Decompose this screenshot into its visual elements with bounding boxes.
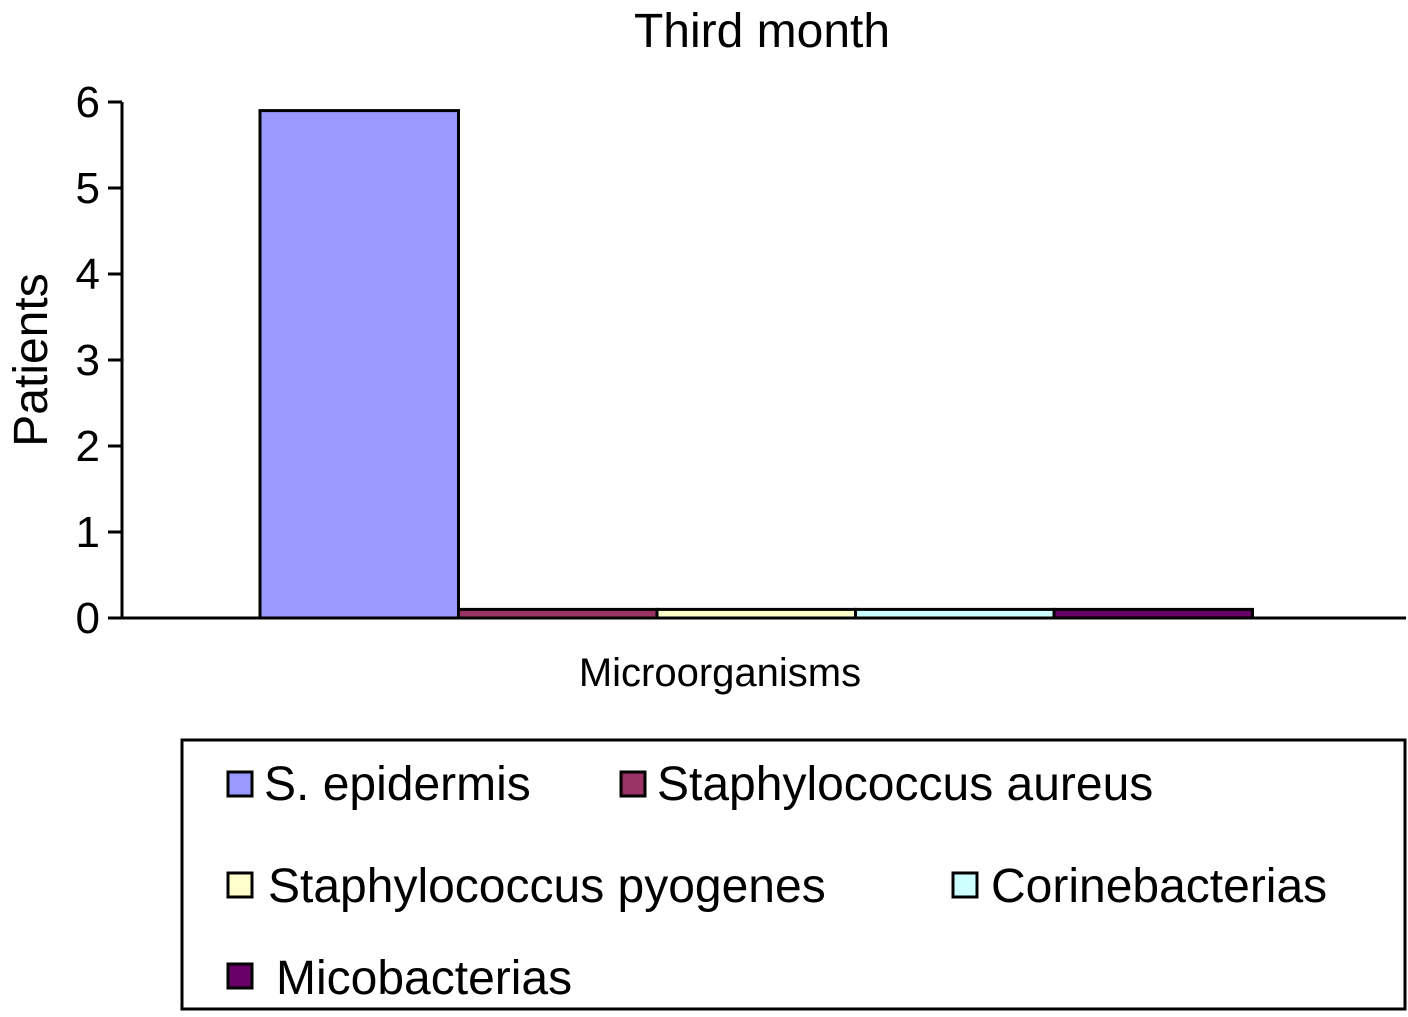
y-axis-ticks: 0 1 2 3 4 5 6 <box>76 78 122 643</box>
chart-title: Third month <box>634 5 890 58</box>
legend-label-5: Micobacterias <box>276 952 572 1005</box>
y-tick-label: 4 <box>76 250 100 299</box>
y-axis-label: Patients <box>5 273 58 446</box>
legend-swatch-5 <box>226 962 254 990</box>
y-tick-label: 5 <box>76 164 100 213</box>
legend-label-2: Staphylococcus aureus <box>657 758 1153 811</box>
legend-label-4: Corinebacterias <box>991 860 1327 913</box>
legend-label-3: Staphylococcus pyogenes <box>268 860 826 913</box>
legend-box <box>180 738 1407 1011</box>
y-tick-label: 6 <box>76 78 100 127</box>
legend: S. epidermis Staphylococcus aureus Staphyl… <box>180 738 1407 1011</box>
legend-swatch-1 <box>226 770 254 798</box>
legend-swatch-2 <box>619 770 647 798</box>
y-tick-label: 0 <box>76 594 100 643</box>
y-tick-label: 3 <box>76 336 100 385</box>
bar-1 <box>258 109 460 620</box>
y-tick-label: 2 <box>76 422 100 471</box>
x-axis-label: Microorganisms <box>579 651 861 695</box>
legend-swatch-3 <box>226 871 254 899</box>
bars-group <box>258 109 1254 620</box>
legend-label-1: S. epidermis <box>264 758 531 811</box>
y-tick-label: 1 <box>76 508 100 557</box>
legend-swatch-4 <box>951 871 979 899</box>
